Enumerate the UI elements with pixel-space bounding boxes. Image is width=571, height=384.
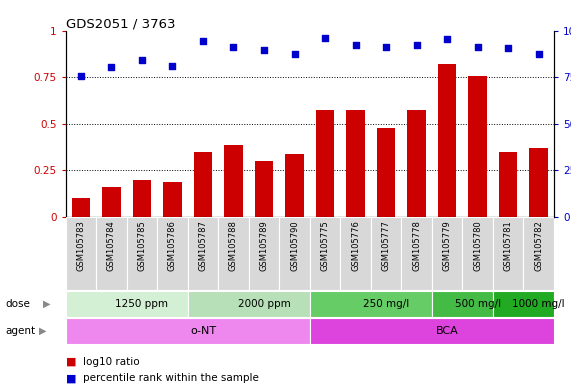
Text: BCA: BCA xyxy=(436,326,459,336)
Bar xyxy=(377,129,395,217)
Point xyxy=(138,56,147,63)
Bar xyxy=(96,217,127,290)
Point xyxy=(198,38,207,44)
Point xyxy=(107,64,116,70)
Point xyxy=(351,41,360,48)
Bar xyxy=(316,110,334,217)
Text: GSM105778: GSM105778 xyxy=(412,220,421,271)
Bar xyxy=(468,76,486,217)
Text: percentile rank within the sample: percentile rank within the sample xyxy=(83,373,259,383)
Text: ▶: ▶ xyxy=(39,326,46,336)
Text: agent: agent xyxy=(6,326,36,336)
Point xyxy=(320,35,329,41)
Text: GSM105775: GSM105775 xyxy=(320,220,329,271)
Text: dose: dose xyxy=(6,299,31,309)
Text: GSM105788: GSM105788 xyxy=(229,220,238,271)
Bar xyxy=(66,217,96,290)
Bar xyxy=(127,217,157,290)
Bar xyxy=(401,217,432,290)
Bar xyxy=(286,154,304,217)
Bar xyxy=(432,217,463,290)
Point xyxy=(504,45,513,51)
Text: o-NT: o-NT xyxy=(190,326,216,336)
Point xyxy=(77,73,86,79)
Text: GSM105784: GSM105784 xyxy=(107,220,116,271)
Bar xyxy=(493,217,524,290)
Text: ▶: ▶ xyxy=(43,299,50,309)
Point xyxy=(412,41,421,48)
Point xyxy=(229,45,238,51)
Text: GSM105782: GSM105782 xyxy=(534,220,543,271)
Bar xyxy=(438,64,456,217)
Bar xyxy=(529,148,548,217)
Bar xyxy=(340,217,371,290)
Bar xyxy=(157,217,188,290)
Text: GSM105790: GSM105790 xyxy=(290,220,299,271)
Bar xyxy=(463,217,493,290)
Text: log10 ratio: log10 ratio xyxy=(83,357,139,367)
Text: 2000 ppm: 2000 ppm xyxy=(238,299,291,309)
Bar xyxy=(309,291,432,317)
Bar xyxy=(218,217,249,290)
Text: GSM105779: GSM105779 xyxy=(443,220,452,271)
Point xyxy=(381,43,391,50)
Text: 1000 mg/l: 1000 mg/l xyxy=(512,299,565,309)
Bar xyxy=(499,152,517,217)
Text: GSM105776: GSM105776 xyxy=(351,220,360,271)
Bar xyxy=(309,217,340,290)
Point xyxy=(473,43,482,50)
Bar xyxy=(188,291,309,317)
Bar xyxy=(133,180,151,217)
Point xyxy=(534,51,543,57)
Point xyxy=(443,36,452,42)
Bar xyxy=(493,291,554,317)
Bar xyxy=(309,318,554,344)
Text: 500 mg/l: 500 mg/l xyxy=(455,299,501,309)
Bar xyxy=(188,217,218,290)
Point xyxy=(259,47,268,53)
Bar xyxy=(163,182,182,217)
Text: GSM105789: GSM105789 xyxy=(259,220,268,271)
Bar xyxy=(72,199,90,217)
Text: 250 mg/l: 250 mg/l xyxy=(363,299,409,309)
Text: GSM105783: GSM105783 xyxy=(77,220,86,271)
Bar xyxy=(249,217,279,290)
Text: GDS2051 / 3763: GDS2051 / 3763 xyxy=(66,17,175,30)
Point xyxy=(290,51,299,57)
Bar xyxy=(194,152,212,217)
Text: ■: ■ xyxy=(66,357,76,367)
Text: GSM105785: GSM105785 xyxy=(138,220,146,271)
Text: GSM105780: GSM105780 xyxy=(473,220,482,271)
Bar xyxy=(524,217,554,290)
Bar xyxy=(347,110,365,217)
Text: 1250 ppm: 1250 ppm xyxy=(115,299,168,309)
Point xyxy=(168,63,177,69)
Text: GSM105781: GSM105781 xyxy=(504,220,513,271)
Bar xyxy=(102,187,120,217)
Text: GSM105786: GSM105786 xyxy=(168,220,177,271)
Text: ■: ■ xyxy=(66,373,76,383)
Bar xyxy=(255,161,273,217)
Bar xyxy=(66,318,309,344)
Bar xyxy=(279,217,309,290)
Text: GSM105777: GSM105777 xyxy=(381,220,391,271)
Bar xyxy=(66,291,188,317)
Bar xyxy=(371,217,401,290)
Bar xyxy=(408,110,426,217)
Bar xyxy=(432,291,493,317)
Bar xyxy=(224,145,243,217)
Text: GSM105787: GSM105787 xyxy=(199,220,207,271)
